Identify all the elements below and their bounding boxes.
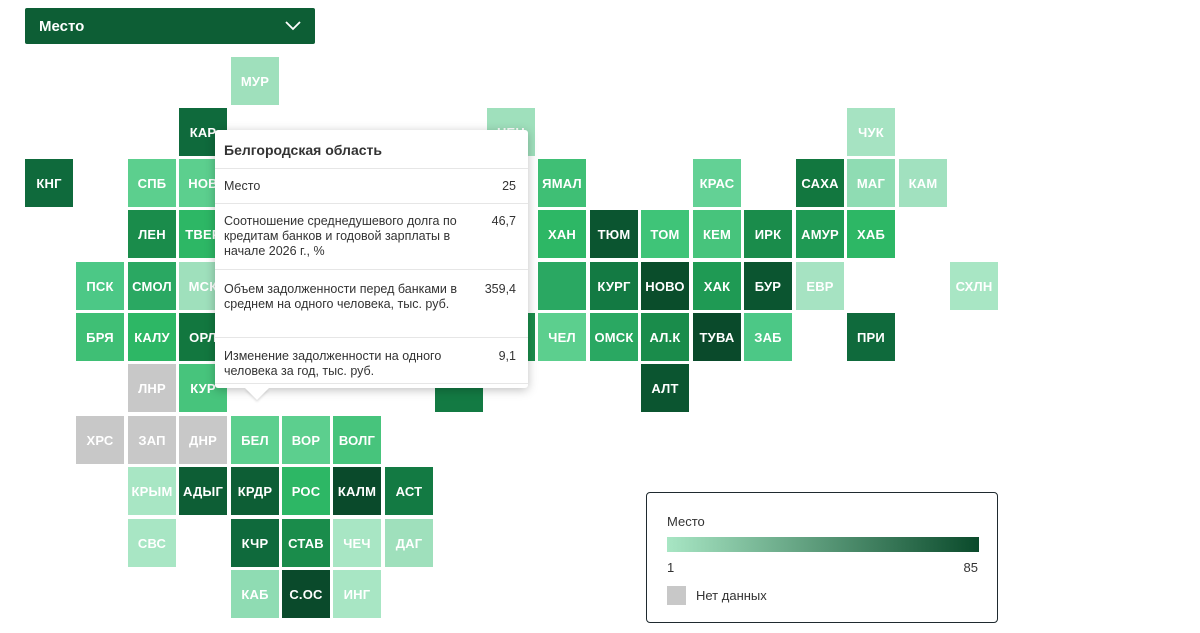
region-tile[interactable]: ОМСК (590, 313, 638, 361)
legend-min: 1 (667, 560, 675, 575)
region-tile[interactable]: АЛТ (641, 364, 689, 412)
region-tile[interactable]: ВОЛГ (333, 416, 381, 464)
region-tile[interactable]: ПРИ (847, 313, 895, 361)
region-tile[interactable]: ХРС (76, 416, 124, 464)
region-tile[interactable]: БЕЛ (231, 416, 279, 464)
region-tile[interactable]: ПСК (76, 262, 124, 310)
region-tile[interactable]: НОВО (641, 262, 689, 310)
region-tile[interactable]: СПБ (128, 159, 176, 207)
region-tile[interactable]: КАЛУ (128, 313, 176, 361)
region-tile[interactable]: ЗАБ (744, 313, 792, 361)
region-tile[interactable]: МУР (231, 57, 279, 105)
region-tile[interactable]: СМОЛ (128, 262, 176, 310)
region-tile[interactable]: КРЫМ (128, 467, 176, 515)
region-tile[interactable]: ХАБ (847, 210, 895, 258)
tooltip-row-label: Соотношение среднедушевого долга по кред… (224, 214, 457, 258)
region-tile[interactable]: АДЫГ (179, 467, 227, 515)
region-tile[interactable]: АЛ.К (641, 313, 689, 361)
region-tile[interactable]: МАГ (847, 159, 895, 207)
legend-max: 85 (963, 560, 978, 575)
region-tile[interactable]: ЛЕН (128, 210, 176, 258)
tooltip-row-debt-volume: Объем задолженности перед банками в сред… (215, 270, 528, 338)
region-tile[interactable]: АМУР (796, 210, 844, 258)
region-tile[interactable]: КАЛМ (333, 467, 381, 515)
region-tile[interactable]: БУР (744, 262, 792, 310)
tooltip-row-rank: Место 25 (215, 169, 528, 204)
region-tile[interactable]: РОС (282, 467, 330, 515)
region-tile[interactable]: СТАВ (282, 519, 330, 567)
region-tile[interactable]: КАБ (231, 570, 279, 618)
region-tile[interactable]: КЧР (231, 519, 279, 567)
region-tile[interactable]: ХАК (693, 262, 741, 310)
region-tile[interactable]: ИНГ (333, 570, 381, 618)
region-tile[interactable]: ЕВР (796, 262, 844, 310)
region-tile[interactable]: ТЮМ (590, 210, 638, 258)
region-tile[interactable]: БРЯ (76, 313, 124, 361)
tooltip-title: Белгородская область (215, 130, 528, 169)
region-tile[interactable]: КНГ (25, 159, 73, 207)
tooltip-row-debt-ratio: Соотношение среднедушевого долга по кред… (215, 204, 528, 270)
region-tile[interactable]: ТУВА (693, 313, 741, 361)
region-tile[interactable]: ЗАП (128, 416, 176, 464)
indicator-dropdown[interactable]: Место (25, 8, 315, 44)
region-tile[interactable]: ДАГ (385, 519, 433, 567)
region-tile[interactable]: ЧЕЧ (333, 519, 381, 567)
region-tile[interactable]: АСТ (385, 467, 433, 515)
chevron-down-icon (285, 21, 301, 31)
dropdown-label: Место (39, 17, 85, 35)
region-tile[interactable]: ЛНР (128, 364, 176, 412)
region-tile[interactable]: КЕМ (693, 210, 741, 258)
region-tile[interactable]: ЧЕЛ (538, 313, 586, 361)
region-tile[interactable]: ЧУК (847, 108, 895, 156)
legend-no-data-swatch (667, 586, 686, 605)
region-tile[interactable] (538, 262, 586, 310)
region-tile[interactable]: С.ОС (282, 570, 330, 618)
tooltip-row-value: 9,1 (498, 349, 516, 363)
tooltip-pointer (245, 388, 269, 400)
legend-title: Место (667, 514, 705, 529)
region-tile[interactable]: КУРГ (590, 262, 638, 310)
region-tile[interactable]: КРАС (693, 159, 741, 207)
tooltip-row-value: 359,4 (484, 282, 516, 296)
tooltip-row-value: 46,7 (491, 214, 516, 228)
region-tile[interactable]: СХЛН (950, 262, 998, 310)
legend-gradient-bar (667, 537, 979, 552)
region-tile[interactable]: ВОР (282, 416, 330, 464)
region-tooltip: Белгородская область Место 25 Соотношени… (215, 130, 528, 400)
region-tile[interactable]: ИРК (744, 210, 792, 258)
region-tile[interactable]: САХА (796, 159, 844, 207)
region-tile[interactable]: КАМ (899, 159, 947, 207)
tooltip-row-value: 25 (502, 179, 516, 193)
region-tile[interactable]: ЯМАЛ (538, 159, 586, 207)
region-tile[interactable]: ДНР (179, 416, 227, 464)
region-tile[interactable]: ХАН (538, 210, 586, 258)
color-legend: Место 1 85 Нет данных (646, 492, 998, 623)
legend-no-data-label: Нет данных (696, 588, 767, 603)
region-tile[interactable]: СВС (128, 519, 176, 567)
region-tile[interactable]: КРДР (231, 467, 279, 515)
tooltip-row-debt-change: Изменение задолженности на одного челове… (215, 338, 528, 384)
tooltip-row-label: Объем задолженности перед банками в сред… (224, 282, 457, 311)
tooltip-row-label: Место (224, 179, 261, 193)
tooltip-row-label: Изменение задолженности на одного челове… (224, 349, 442, 378)
region-tile[interactable]: ТОМ (641, 210, 689, 258)
